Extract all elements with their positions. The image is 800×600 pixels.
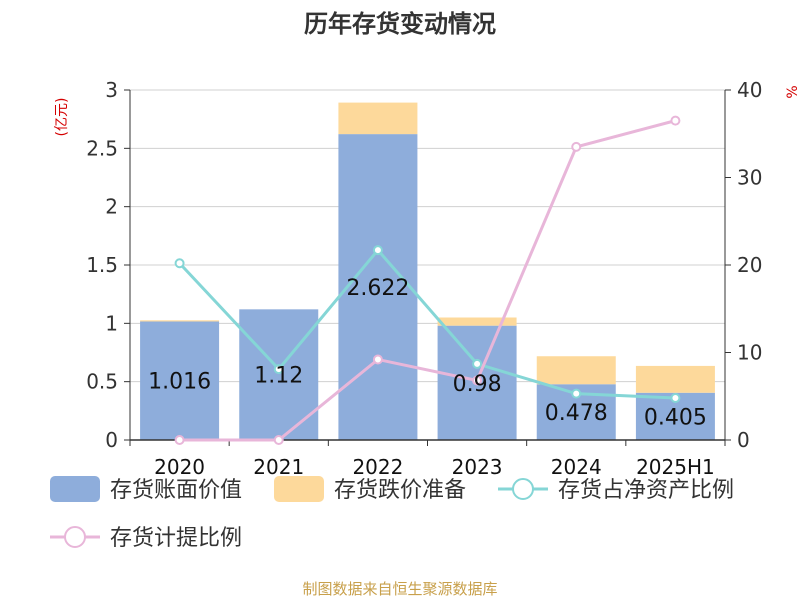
left-tick-label: 0.5 [86,370,118,394]
x-tick-label: 2020 [154,455,205,479]
point-inventory-to-net-assets [174,258,185,269]
point-impairment-ratio [571,141,582,152]
line-inventory-to-net-assets [178,247,676,400]
right-tick-label: 20 [737,253,762,277]
bars [140,102,715,440]
legend-marker [64,526,86,548]
bar-value-label: 1.12 [254,364,303,389]
right-axis-unit: % [785,85,800,98]
left-tick-label: 2.5 [86,136,118,160]
point-inventory-to-net-assets [670,393,681,403]
point-inventory-to-net-assets [472,358,483,369]
bar-value-label: 0.98 [453,372,502,397]
left-tick-label: 1.5 [86,253,118,277]
x-tick-label: 2021 [253,455,304,479]
right-tick-label: 30 [737,166,762,190]
bar-inventory-book-value [140,321,220,440]
line-impairment-ratio [179,119,676,442]
legend-swatch [50,476,100,502]
data-labels: 1.016 1.12 2.622 0.98 0.478 0.405 [148,276,707,430]
point-impairment-ratio [670,115,681,126]
right-tick-label: 10 [737,341,762,365]
right-tick-label: 0 [737,428,750,452]
bar-value-label: 2.622 [346,276,409,301]
left-tick-label: 1 [105,311,118,335]
point-impairment-ratio [273,435,284,445]
bar-value-label: 0.405 [644,405,707,430]
left-tick-label: 2 [105,195,118,219]
bar-inventory-book-value [338,134,418,440]
bar-value-label: 0.478 [545,401,608,426]
legend-label: 存货账面价值 [110,478,242,503]
point-inventory-to-net-assets [571,388,582,399]
left-axis-unit: (亿元) [54,98,70,137]
left-tick-label: 3 [105,78,118,102]
x-tick-label: 2022 [352,455,403,479]
x-tick-label: 2025H1 [636,455,715,479]
source-note: 制图数据来自恒生聚源数据库 [302,580,497,598]
bar-inventory-impairment [536,356,616,385]
bar-inventory-impairment [140,320,220,322]
bar-inventory-impairment [437,317,517,326]
legend-swatch [274,476,324,502]
point-impairment-ratio [472,375,483,386]
point-impairment-ratio [174,435,185,445]
lines [174,115,681,445]
point-inventory-to-net-assets [273,364,284,375]
bar-inventory-impairment [635,365,715,393]
x-tick-label: 2024 [551,455,602,479]
grid-lines [130,89,725,383]
left-tick-label: 0 [105,428,118,452]
legend-label: 存货计提比例 [110,526,242,551]
bar-inventory-impairment [338,102,418,135]
bar-value-label: 1.016 [148,370,211,395]
chart-title: 历年存货变动情况 [304,10,496,38]
point-inventory-to-net-assets [372,245,383,256]
right-tick-label: 40 [737,78,762,102]
legend-label: 存货跌价准备 [334,478,466,503]
point-impairment-ratio [372,354,383,365]
legend-label: 存货占净资产比例 [558,478,734,503]
legend-marker [512,478,534,500]
x-tick-label: 2023 [452,455,503,479]
